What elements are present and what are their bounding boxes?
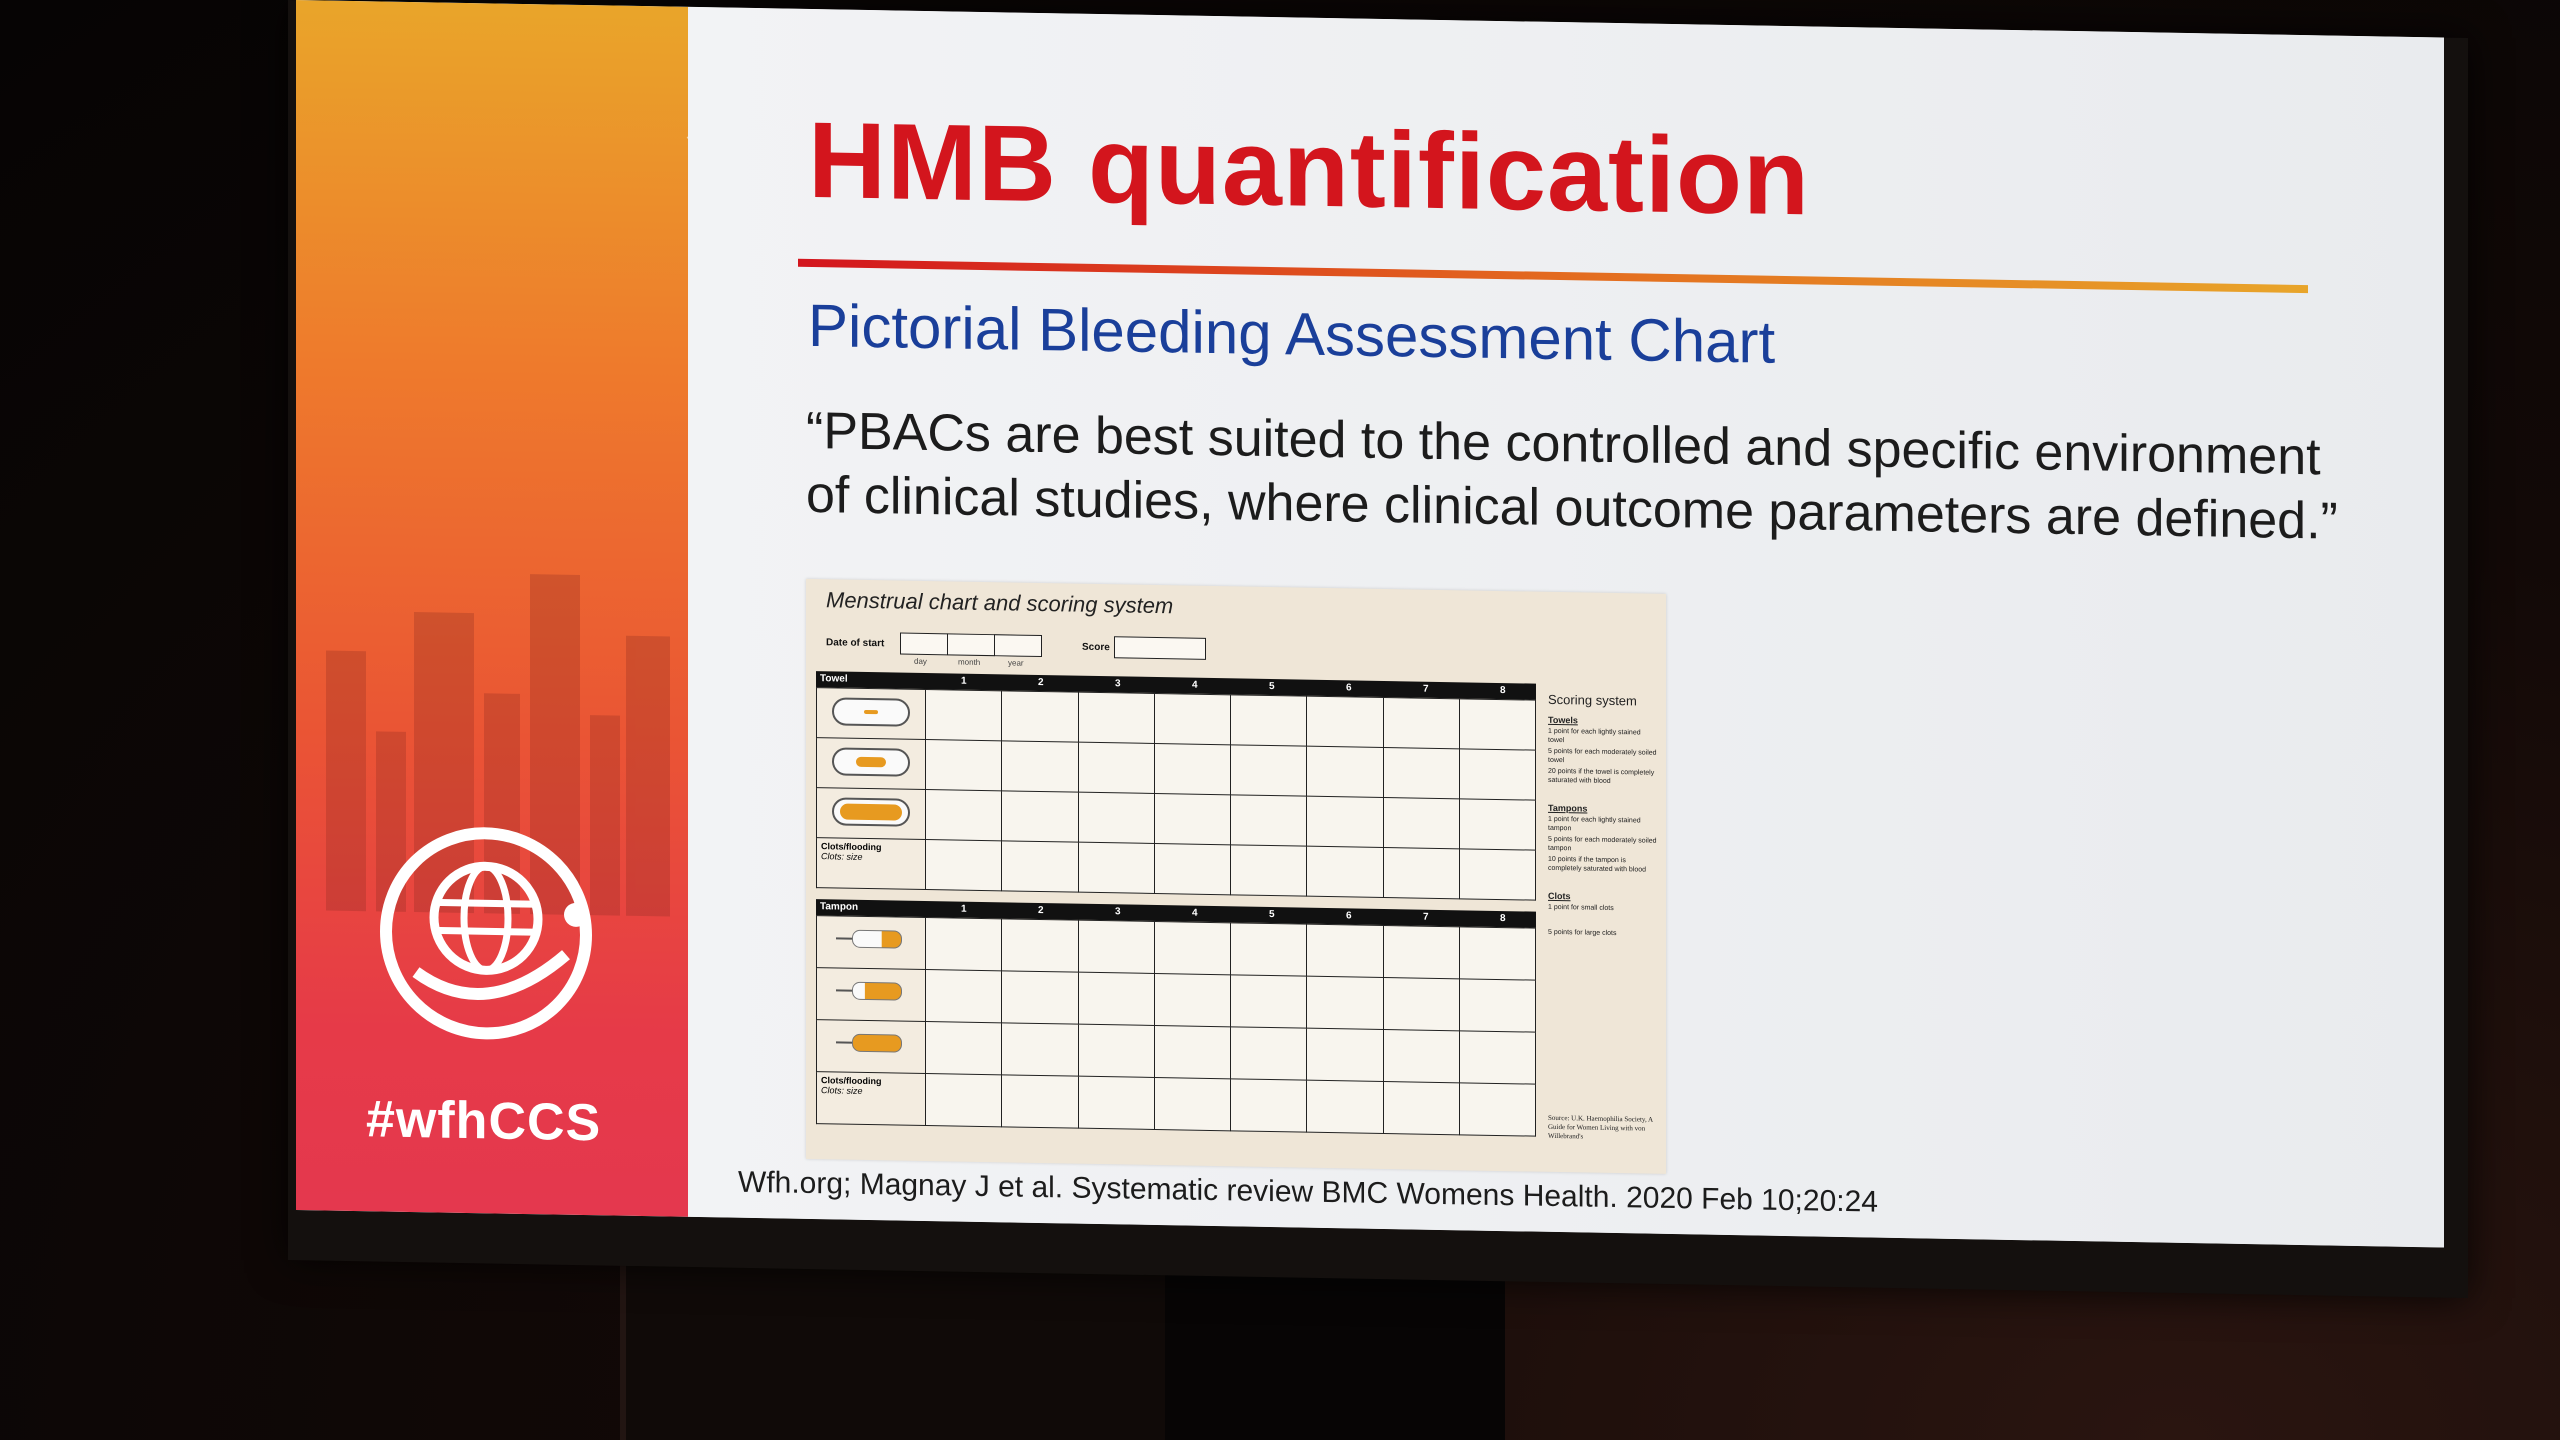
tampon-table: Clots/flooding Clots: size bbox=[816, 915, 1536, 1137]
tampon-saturated-icon-cell bbox=[816, 1019, 926, 1074]
towel-table: Clots/flooding Clots: size bbox=[816, 687, 1536, 901]
scoring-rule: 5 points for large clots bbox=[1548, 928, 1617, 938]
clots-label-cell: Clots/flooding Clots: size bbox=[816, 1071, 926, 1126]
tampon-moderate-icon-cell bbox=[816, 967, 926, 1022]
year-caption: year bbox=[1008, 658, 1024, 668]
conference-banner: #wfhCCS bbox=[296, 0, 688, 1217]
slide-quote: “PBACs are best suited to the controlled… bbox=[806, 399, 2406, 555]
month-box bbox=[947, 633, 995, 657]
slide-subtitle: Pictorial Bleeding Assessment Chart bbox=[808, 291, 1776, 376]
table-row: Clots/flooding Clots: size bbox=[816, 1071, 1536, 1137]
score-label: Score bbox=[1082, 641, 1110, 654]
light-towel-icon bbox=[832, 697, 910, 727]
towel-header-label: Towel bbox=[820, 673, 848, 685]
saturated-tampon-icon bbox=[836, 1033, 906, 1053]
scoring-heading: Scoring system bbox=[1548, 691, 1637, 709]
pbac-chart-figure: Menstrual chart and scoring system Date … bbox=[806, 578, 1666, 1174]
figure-source: Source: U.K. Haemophilia Society, A Guid… bbox=[1548, 1113, 1653, 1141]
tampon-light-icon-cell bbox=[816, 915, 926, 970]
day-number: 3 bbox=[1115, 678, 1121, 690]
moderate-towel-icon bbox=[832, 747, 910, 777]
scoring-rule: 5 points for each moderately soiled tamp… bbox=[1548, 835, 1657, 853]
date-of-start-label: Date of start bbox=[826, 637, 885, 650]
towel-saturated-icon-cell bbox=[816, 787, 926, 840]
clots-size-label: Clots: size bbox=[821, 1085, 863, 1096]
towel-grid: Towel 1 2 3 4 5 6 7 8 bbox=[816, 671, 1536, 901]
slide-reference: Wfh.org; Magnay J et al. Systematic revi… bbox=[738, 1165, 1878, 1219]
clots-label-cell: Clots/flooding Clots: size bbox=[816, 837, 926, 890]
day-number: 6 bbox=[1346, 682, 1352, 694]
light-tampon-icon bbox=[836, 929, 906, 949]
scoring-rule: 10 points if the tampon is completely sa… bbox=[1548, 855, 1647, 874]
tampon-grid: Tampon 1 2 3 4 5 6 7 8 bbox=[816, 899, 1536, 1137]
score-box bbox=[1114, 636, 1206, 660]
day-number: 2 bbox=[1038, 904, 1044, 917]
day-box bbox=[900, 632, 948, 656]
day-caption: day bbox=[914, 656, 927, 667]
wfh-globe-hand-logo bbox=[380, 827, 592, 1040]
towel-moderate-icon-cell bbox=[816, 737, 926, 790]
scoring-rule: 5 points for each moderately soiled towe… bbox=[1548, 747, 1657, 765]
scoring-rule: 1 point for each lightly stained towel bbox=[1548, 727, 1641, 745]
day-number: 6 bbox=[1346, 910, 1352, 922]
scoring-rule: 1 point for small clots bbox=[1548, 903, 1614, 913]
day-number: 4 bbox=[1192, 907, 1198, 919]
scoring-rule: 1 point for each lightly stained tampon bbox=[1548, 815, 1641, 833]
day-number: 5 bbox=[1269, 680, 1275, 693]
day-number: 8 bbox=[1500, 685, 1506, 697]
presentation-screen: #wfhCCS HMB quantification Pictorial Ble… bbox=[296, 0, 2444, 1248]
towels-heading: Towels bbox=[1548, 714, 1578, 726]
day-number: 1 bbox=[961, 903, 967, 915]
saturated-towel-icon bbox=[832, 797, 910, 827]
scoring-rule: 20 points if the towel is completely sat… bbox=[1548, 767, 1655, 785]
figure-title: Menstrual chart and scoring system bbox=[826, 587, 1174, 619]
scoring-system-legend: Scoring system Towels 1 point for each l… bbox=[1548, 692, 1658, 941]
day-number: 8 bbox=[1500, 913, 1506, 925]
day-number: 7 bbox=[1423, 683, 1429, 695]
tampons-heading: Tampons bbox=[1548, 802, 1588, 814]
title-divider bbox=[798, 258, 2308, 294]
moderate-tampon-icon bbox=[836, 981, 906, 1001]
day-number: 1 bbox=[961, 675, 967, 687]
slide-title: HMB quantification bbox=[808, 98, 1810, 238]
slide-content: HMB quantification Pictorial Bleeding As… bbox=[688, 6, 2444, 1248]
year-box bbox=[994, 634, 1042, 658]
tampon-header-label: Tampon bbox=[820, 901, 859, 913]
day-number: 5 bbox=[1269, 908, 1275, 921]
towel-light-icon-cell bbox=[816, 687, 926, 740]
day-number: 4 bbox=[1192, 679, 1198, 691]
clots-heading: Clots bbox=[1548, 890, 1571, 902]
clots-size-label: Clots: size bbox=[821, 851, 863, 862]
conference-hashtag: #wfhCCS bbox=[366, 1090, 602, 1153]
month-caption: month bbox=[958, 657, 981, 667]
day-number: 7 bbox=[1423, 911, 1429, 923]
day-number: 2 bbox=[1038, 676, 1044, 689]
day-number: 3 bbox=[1115, 906, 1121, 918]
